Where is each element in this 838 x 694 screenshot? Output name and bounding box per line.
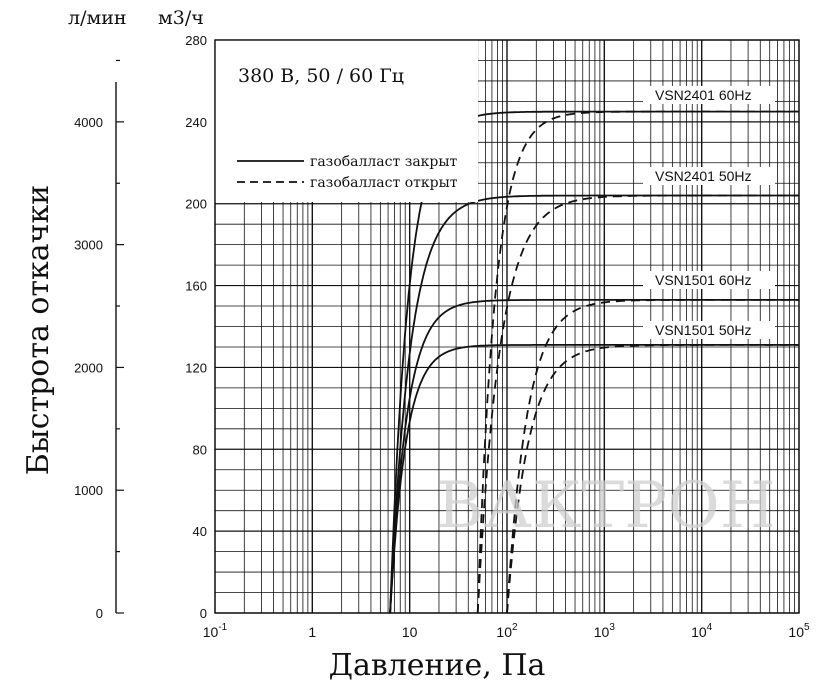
y-tick-label-m3h: 0 (200, 606, 207, 621)
x-tick-base: 10 (691, 624, 707, 640)
curve-label-vsn2401-60: VSN2401 60Hz (655, 87, 752, 103)
x-tick-exponent: -1 (218, 622, 227, 633)
y-tick-label-m3h: 160 (185, 279, 207, 294)
x-tick-label: 10-1 (203, 622, 228, 640)
curve-vsn1501-50hz-solid (389, 343, 799, 614)
plot-border (214, 39, 800, 614)
x-axis-title: Давление, Па (329, 648, 546, 683)
curve-label-bg-1 (643, 86, 775, 104)
curve-label-vsn1501-50: VSN1501 50Hz (655, 322, 752, 338)
curve-label-bg-2 (643, 167, 775, 185)
x-tick-label: 103 (594, 622, 616, 640)
y-tick-label-m3h: 80 (193, 442, 207, 457)
x-tick-exponent: 5 (804, 622, 810, 633)
curve-label-vsn2401-50: VSN2401 50Hz (655, 168, 752, 184)
y-tick-label-m3h: 280 (185, 33, 207, 48)
curve-label-bg-3 (643, 271, 775, 289)
curve-vsn2401-50hz-solid (389, 194, 799, 614)
curve-labels: VSN2401 60Hz VSN2401 50Hz VSN1501 60Hz V… (643, 86, 775, 339)
x-tick-base: 10 (402, 624, 418, 640)
curve-vsn1501-60hz-solid (389, 298, 799, 614)
legend-box: 380 В, 50 / 60 Гц газобалласт закрыт газ… (215, 40, 478, 202)
x-tick-base: 10 (788, 624, 804, 640)
x-tick-exponent: 2 (512, 622, 518, 633)
legend-title: 380 В, 50 / 60 Гц (238, 65, 404, 87)
watermark: ВАКТРОН (436, 469, 775, 543)
x-tick-exponent: 3 (609, 622, 615, 633)
x-tick-label: 10 (402, 624, 418, 640)
y-tick-label-m3h: 200 (185, 197, 207, 212)
y-tick-label-lmin: 1000 (74, 483, 103, 498)
legend-entry-closed: газобалласт закрыт (310, 154, 458, 170)
y-tick-labels-m3h: 0 40 80 120 160 200 240 280 (185, 33, 207, 621)
x-tick-label: 105 (788, 622, 810, 640)
x-tick-exponent: 4 (707, 622, 713, 633)
legend-entry-open: газобалласт открыт (310, 175, 458, 191)
y-tick-label-lmin: 2000 (74, 360, 103, 375)
x-tick-base: 1 (308, 624, 316, 640)
y-tick-label-lmin: 3000 (74, 238, 103, 253)
y-tick-label-m3h: 240 (185, 115, 207, 130)
curve-vsn1501-50hz-dashed (506, 343, 799, 614)
x-tick-label: 102 (496, 622, 518, 640)
curve-vsn1501-60hz-dashed (506, 298, 799, 614)
curve-vsn2401-60hz-dashed (476, 110, 799, 614)
y-axis-title: Быстрота откачки (21, 185, 56, 475)
x-tick-label: 1 (308, 624, 316, 640)
legend-background (215, 40, 478, 202)
y-tick-labels-lmin: 0 1000 2000 3000 4000 (74, 59, 124, 621)
x-tick-base: 10 (203, 624, 219, 640)
y-tick-label-lmin: 0 (96, 606, 103, 621)
curve-label-bg-4 (643, 321, 775, 339)
x-tick-labels: 10-1 1 10 102 103 104 105 (203, 622, 810, 640)
y-unit-left: л/мин (68, 7, 127, 29)
curve-label-vsn1501-60: VSN1501 60Hz (655, 272, 752, 288)
y-unit-right: м3/ч (158, 7, 204, 29)
y-tick-label-lmin: 4000 (74, 115, 103, 130)
x-tick-base: 10 (496, 624, 512, 640)
y-tick-label-m3h: 40 (193, 524, 207, 539)
y-tick-label-m3h: 120 (185, 360, 207, 375)
x-tick-base: 10 (594, 624, 610, 640)
x-tick-label: 104 (691, 622, 713, 640)
